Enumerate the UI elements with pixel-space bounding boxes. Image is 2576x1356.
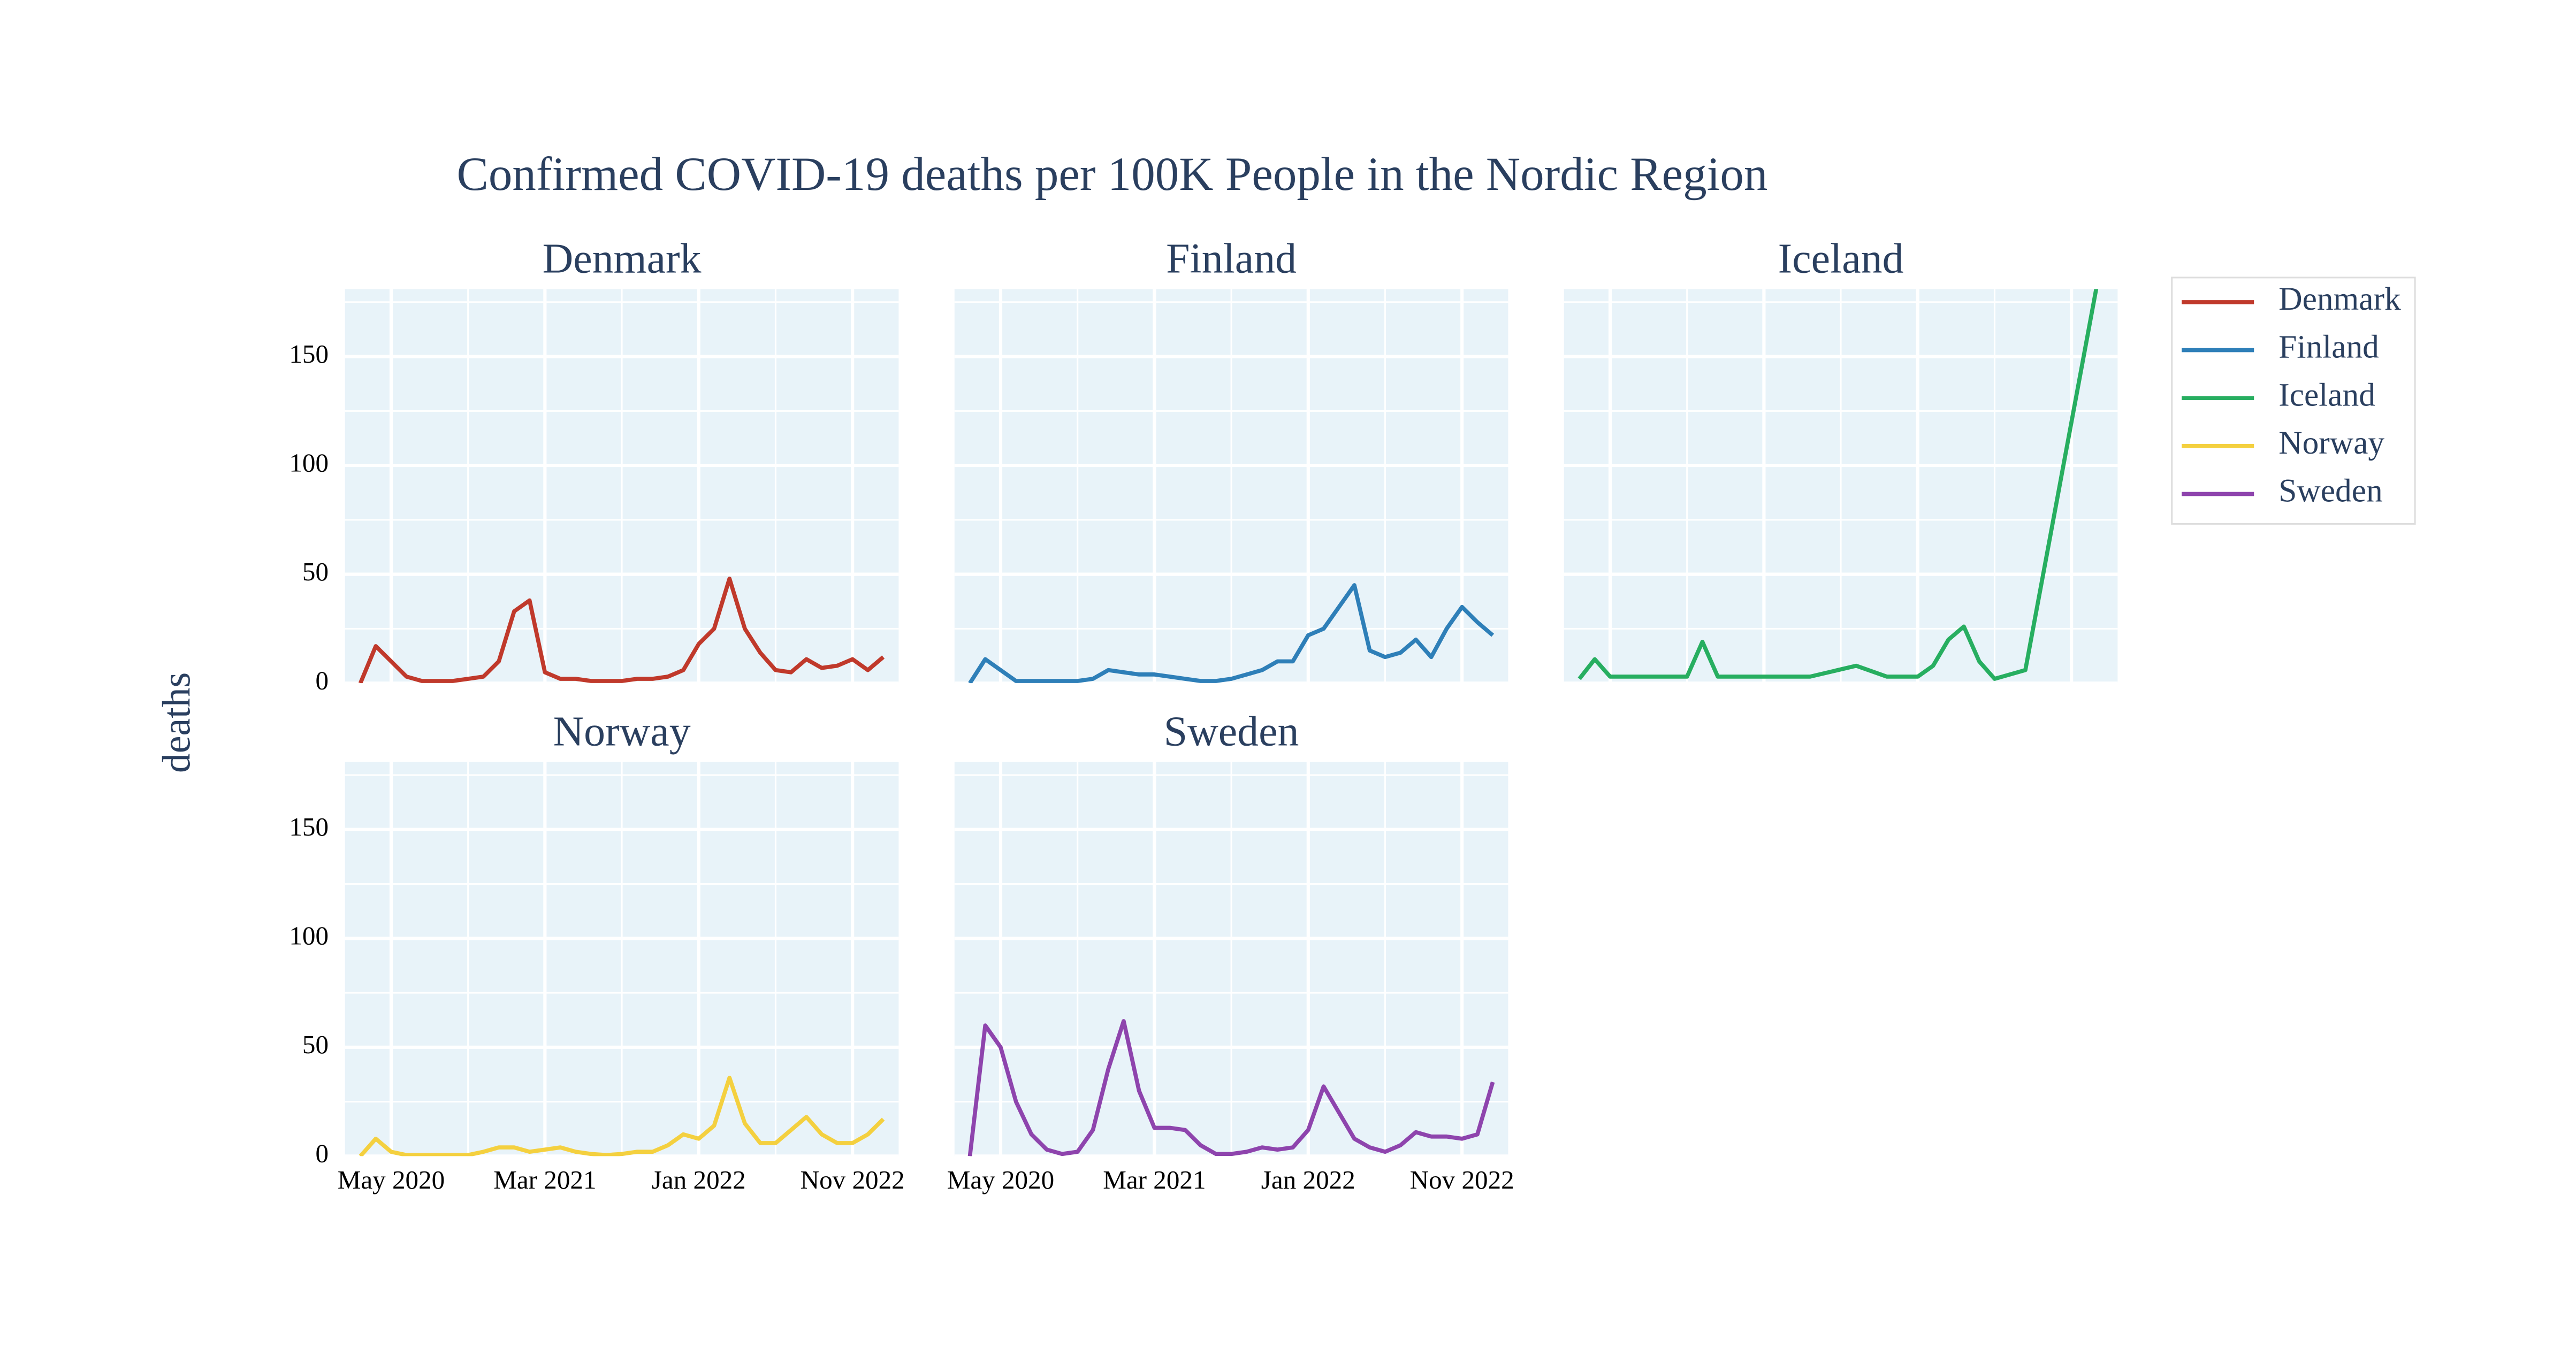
x-tick-label: Jan 2022 bbox=[1261, 1165, 1355, 1194]
y-axis-label: deaths bbox=[155, 672, 199, 773]
x-tick-label: Nov 2022 bbox=[801, 1165, 905, 1194]
x-tick-label: Mar 2021 bbox=[1103, 1165, 1206, 1194]
y-tick-label: 100 bbox=[289, 921, 329, 951]
legend-label: Sweden bbox=[2278, 473, 2382, 509]
subplot-title: Denmark bbox=[543, 235, 702, 282]
x-tick-label: Mar 2021 bbox=[493, 1165, 596, 1194]
y-tick-label: 150 bbox=[289, 339, 329, 369]
chart-title: Confirmed COVID-19 deaths per 100K Peopl… bbox=[457, 148, 1768, 201]
legend-label: Denmark bbox=[2278, 281, 2401, 317]
legend-label: Norway bbox=[2278, 425, 2384, 461]
subplot-title: Iceland bbox=[1778, 235, 1904, 282]
y-tick-label: 0 bbox=[315, 665, 329, 695]
x-tick-label: May 2020 bbox=[947, 1165, 1055, 1194]
y-tick-label: 0 bbox=[315, 1139, 329, 1168]
y-tick-label: 50 bbox=[302, 1030, 329, 1059]
data-line bbox=[968, 583, 1495, 684]
legend-label: Iceland bbox=[2278, 377, 2375, 413]
data-line bbox=[1577, 289, 2099, 681]
legend-box bbox=[2171, 277, 2416, 525]
x-tick-label: Nov 2022 bbox=[1410, 1165, 1514, 1194]
subplot-title: Finland bbox=[1166, 235, 1297, 282]
data-line bbox=[967, 1019, 1495, 1156]
x-tick-label: May 2020 bbox=[338, 1165, 445, 1194]
subplot-title: Sweden bbox=[1164, 708, 1299, 755]
subplot-title: Norway bbox=[553, 708, 691, 755]
legend-label: Finland bbox=[2278, 329, 2379, 365]
x-tick-label: Jan 2022 bbox=[652, 1165, 746, 1194]
y-tick-label: 50 bbox=[302, 557, 329, 586]
y-tick-label: 150 bbox=[289, 812, 329, 841]
data-line bbox=[359, 1075, 885, 1156]
y-tick-label: 100 bbox=[289, 448, 329, 477]
data-line bbox=[358, 576, 885, 684]
